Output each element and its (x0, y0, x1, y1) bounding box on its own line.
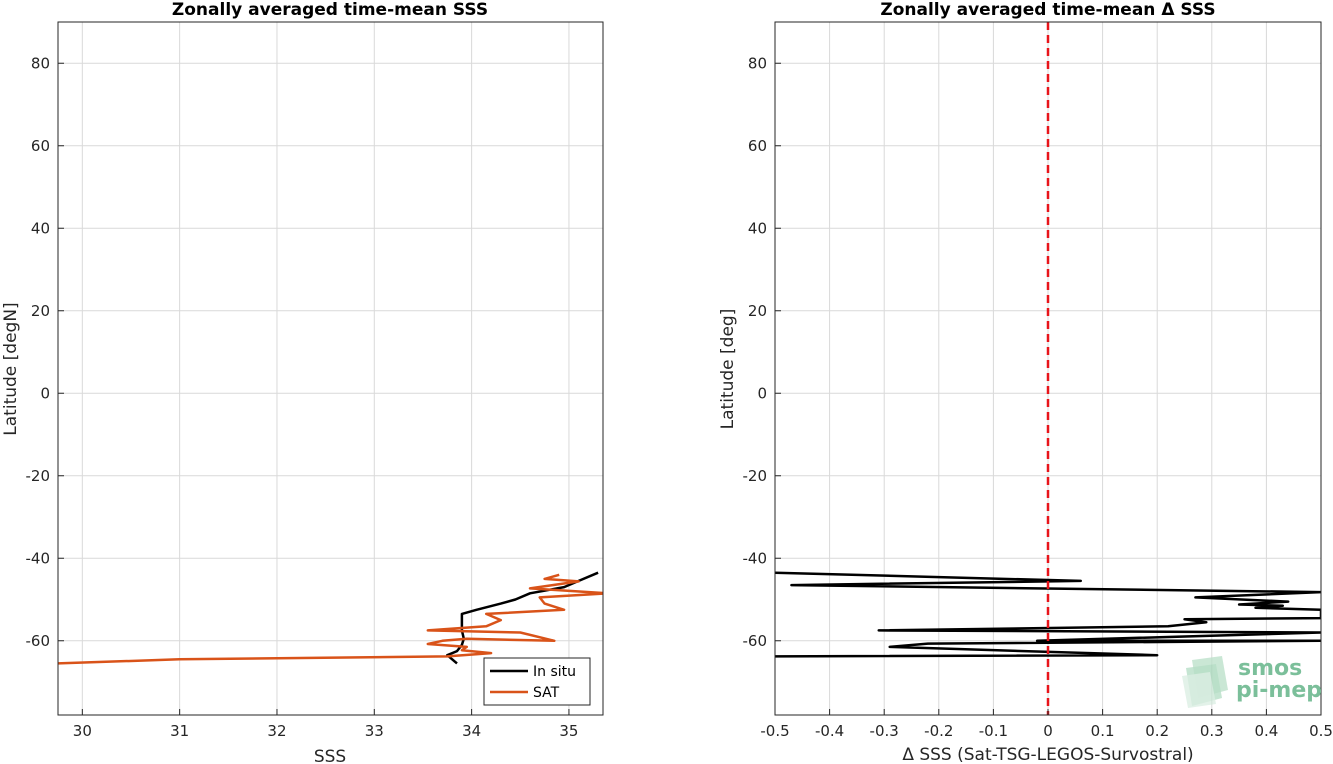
delta-series-line-0 (775, 571, 1321, 658)
sss-legend: In situ SAT (483, 657, 591, 706)
sss-x-ticks: 30 31 32 33 34 35 (73, 709, 578, 740)
sss-y-tick-label: -20 (26, 467, 51, 485)
delta-x-axis-label: Δ SSS (Sat-TSG-LEGOS-Survostral) (902, 745, 1193, 764)
delta-chart-title: Zonally averaged time-mean Δ SSS (880, 0, 1215, 20)
sss-y-tick-label: 40 (31, 219, 50, 237)
sss-x-axis-label: SSS (314, 747, 346, 764)
delta-x-tick-label: 0.3 (1200, 722, 1224, 740)
delta-y-tick-label: 60 (748, 137, 767, 155)
delta-x-tick-label: -0.2 (924, 722, 953, 740)
sss-y-tick-label: 20 (31, 302, 50, 320)
sss-y-axis-label: Latitude [degN] (1, 302, 21, 435)
sss-x-tick-label: 30 (73, 722, 92, 740)
delta-x-tick-label: 0.2 (1145, 722, 1169, 740)
delta-series-group (775, 571, 1321, 658)
sss-panel: 30 31 32 33 34 35 80 60 40 20 0 -20 -40 -60 Zonally … (1, 0, 604, 764)
delta-x-tick-label: -0.3 (870, 722, 899, 740)
sss-series-line-sat (58, 573, 603, 665)
delta-x-tick-label: -0.1 (979, 722, 1008, 740)
delta-y-tick-label: 0 (757, 384, 767, 402)
sss-x-tick-label: 33 (365, 722, 384, 740)
delta-x-tick-label: 0.1 (1091, 722, 1115, 740)
sss-x-tick-label: 31 (170, 722, 189, 740)
legend-in-situ-label: In situ (533, 664, 576, 680)
smos-pi-mep-logo: smos pi-mep (1182, 656, 1322, 708)
sss-x-tick-label: 35 (559, 722, 578, 740)
delta-y-tick-label: 80 (748, 54, 767, 72)
delta-x-tick-label: 0 (1043, 722, 1053, 740)
sss-y-tick-label: -60 (26, 632, 51, 650)
delta-y-tick-label: -20 (743, 467, 768, 485)
delta-y-tick-label: -60 (743, 632, 768, 650)
sss-y-ticks: 80 60 40 20 0 -20 -40 -60 (26, 54, 64, 650)
legend-sat-label: SAT (533, 685, 560, 701)
delta-x-tick-label: -0.5 (760, 722, 789, 740)
sss-x-tick-label: 32 (267, 722, 286, 740)
sss-series-group (58, 571, 603, 665)
wave-stack-icon (1182, 656, 1228, 708)
sss-x-tick-label: 34 (462, 722, 481, 740)
delta-x-ticks: -0.5 -0.4 -0.3 -0.2 -0.1 0 0.1 0.2 0.3 0.4 0.5 (760, 709, 1333, 740)
delta-x-tick-label: -0.4 (815, 722, 844, 740)
sss-y-tick-label: -40 (26, 549, 51, 567)
logo-line-smos: smos (1238, 656, 1302, 681)
delta-y-tick-label: 20 (748, 302, 767, 320)
delta-y-axis-label: Latitude [deg] (718, 309, 738, 430)
sss-y-tick-label: 80 (31, 54, 50, 72)
sss-axes-frame (57, 21, 604, 716)
logo-line-pi-mep: pi-mep (1236, 678, 1322, 703)
sss-y-tick-label: 0 (40, 384, 50, 402)
delta-y-tick-label: 40 (748, 219, 767, 237)
sss-y-tick-label: 60 (31, 137, 50, 155)
sss-grid (58, 22, 603, 715)
delta-sss-panel: -0.5 -0.4 -0.3 -0.2 -0.1 0 0.1 0.2 0.3 0.4 0.5 80 6… (718, 0, 1333, 764)
delta-y-ticks: 80 60 40 20 0 -20 -40 -60 (743, 54, 781, 650)
delta-y-tick-label: -40 (743, 549, 768, 567)
delta-x-tick-label: 0.5 (1309, 722, 1333, 740)
legend-box (483, 657, 591, 706)
sss-chart-title: Zonally averaged time-mean SSS (172, 0, 488, 20)
delta-x-tick-label: 0.4 (1254, 722, 1278, 740)
